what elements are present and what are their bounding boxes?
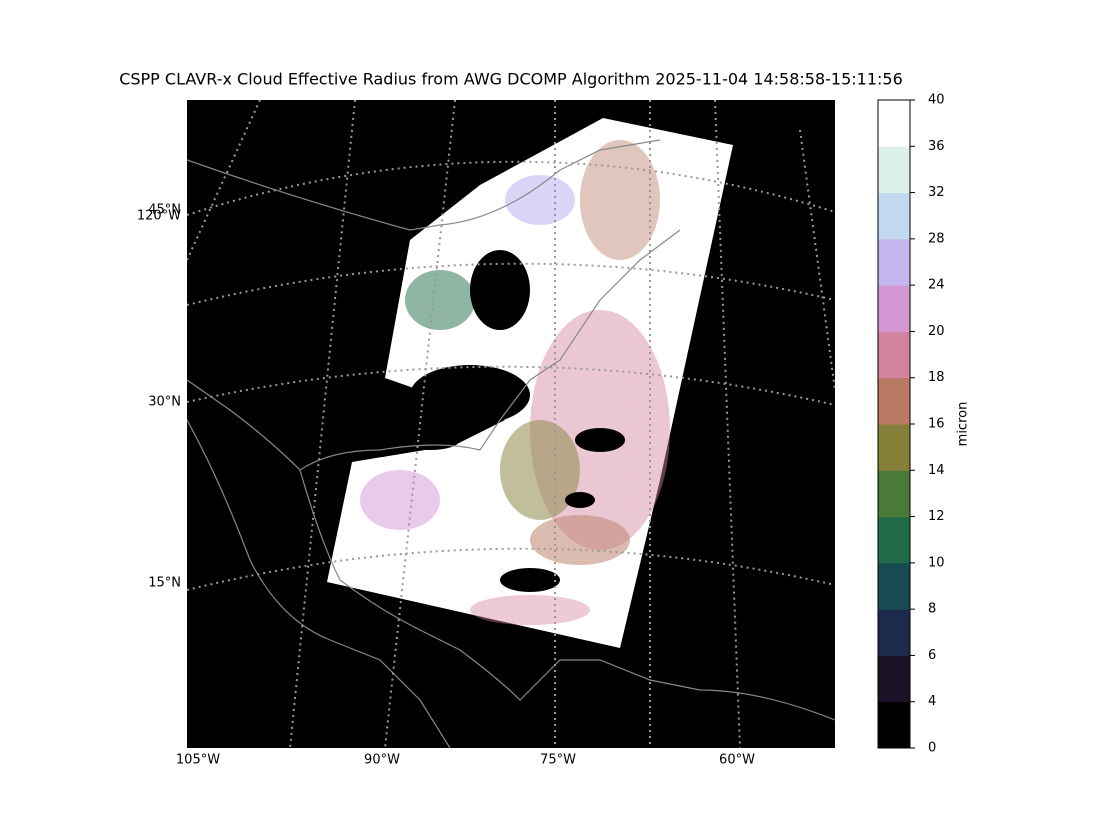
colorbar-segment — [878, 238, 910, 286]
colorbar-tick-label: 28 — [928, 231, 945, 246]
cloud-patches — [360, 140, 670, 625]
colorbar-segment — [878, 331, 910, 379]
colorbar-segment — [878, 377, 910, 425]
graticule — [187, 100, 835, 748]
colorbar-tick-label: 4 — [928, 694, 936, 709]
clear-sky — [400, 250, 625, 592]
colorbar-tick-label: 8 — [928, 602, 936, 617]
colorbar-tick-label: 32 — [928, 185, 945, 200]
colorbar-segment — [878, 100, 910, 147]
colorbar-tick-label: 14 — [928, 463, 945, 478]
lon-label: 120°W — [137, 209, 181, 224]
colorbar-segment — [878, 701, 910, 749]
colorbar-tick-label: 10 — [928, 555, 945, 570]
colorbar-segment — [878, 655, 910, 703]
colorbar-tick-label: 12 — [928, 509, 945, 524]
colorbar-tick-label: 20 — [928, 324, 945, 339]
colorbar-segment — [878, 470, 910, 518]
colorbar: 0 4 6 8 10 12 14 16 18 20 24 28 32 36 40 — [877, 93, 945, 756]
colorbar-segment — [878, 562, 910, 610]
lon-label: 60°W — [719, 753, 755, 768]
lat-label: 30°N — [148, 395, 181, 410]
colorbar-segment — [878, 285, 910, 332]
lat-label: 15°N — [148, 576, 181, 591]
colorbar-tick-label: 40 — [928, 93, 945, 108]
colorbar-tick-label: 6 — [928, 648, 936, 663]
colorbar-segment — [878, 609, 910, 656]
colorbar-label: micron — [956, 402, 971, 447]
colorbar-tick-label: 16 — [928, 417, 945, 432]
colorbar-segment — [878, 516, 910, 564]
colorbar-tick-label: 0 — [928, 741, 936, 756]
colorbar-tick-label: 36 — [928, 139, 945, 154]
lon-label: 90°W — [364, 753, 400, 768]
colorbar-segment — [878, 424, 910, 471]
colorbar-tick-label: 24 — [928, 278, 945, 293]
title: CSPP CLAVR-x Cloud Effective Radius from… — [119, 70, 903, 89]
colorbar-tick-label: 18 — [928, 370, 945, 385]
colorbar-segment — [878, 192, 910, 240]
colorbar-segment — [878, 146, 910, 194]
map: 105°W 90°W 75°W 60°W 45°N 120°W 30°N 15°… — [137, 100, 835, 768]
lat-label: 45°N — [148, 203, 181, 218]
coastlines — [187, 139, 835, 748]
lon-label: 105°W — [176, 753, 220, 768]
lon-label: 75°W — [540, 753, 576, 768]
